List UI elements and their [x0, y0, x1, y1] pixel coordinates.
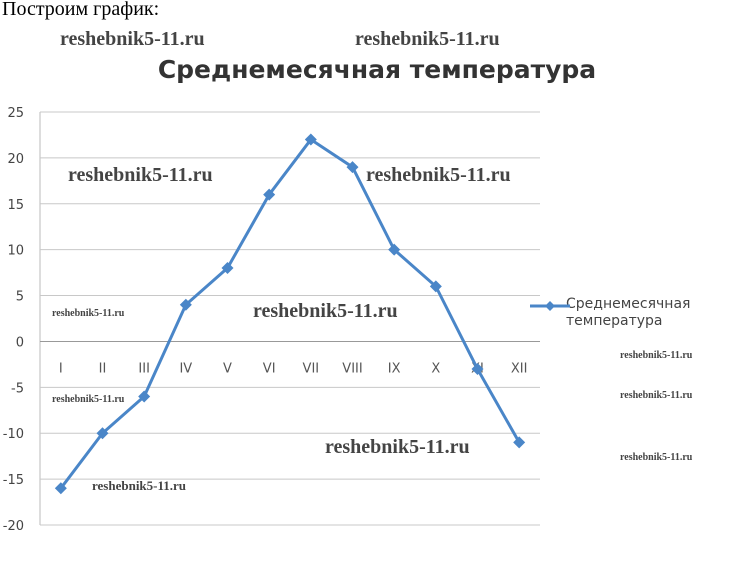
y-tick-label: -5 [11, 381, 24, 396]
data-point [96, 427, 109, 440]
series-line [59, 137, 521, 490]
x-tick-label: X [431, 361, 440, 376]
watermark: reshebnik5-11.ru [620, 452, 693, 463]
legend-label: Среднемесячная температура [566, 296, 691, 329]
data-point [263, 188, 276, 201]
x-tick-label: I [59, 361, 63, 376]
watermark: reshebnik5-11.ru [60, 28, 205, 50]
x-tick-label: III [138, 361, 150, 376]
x-tick-label: IX [388, 361, 401, 376]
watermark: reshebnik5-11.ru [52, 308, 125, 319]
data-point [513, 436, 526, 449]
x-tick-label: XII [511, 361, 528, 376]
legend: Среднемесячная температура [530, 296, 736, 330]
data-point [346, 161, 359, 174]
watermark: reshebnik5-11.ru [325, 436, 470, 458]
data-point [471, 362, 484, 375]
watermark: reshebnik5-11.ru [253, 300, 398, 322]
watermark: reshebnik5-11.ru [620, 390, 693, 401]
data-point [221, 262, 234, 275]
y-tick-label: 5 [16, 290, 24, 305]
x-tick-label: IV [179, 361, 192, 376]
watermark: reshebnik5-11.ru [92, 478, 187, 493]
watermark: reshebnik5-11.ru [68, 164, 213, 186]
y-tick-label: 15 [7, 198, 24, 213]
data-point [138, 390, 151, 403]
y-tick-label: 0 [16, 335, 24, 350]
watermark: reshebnik5-11.ru [52, 394, 125, 405]
data-point [429, 280, 442, 293]
y-tick-label: 20 [7, 152, 24, 167]
watermark: reshebnik5-11.ru [620, 350, 693, 361]
watermark: reshebnik5-11.ru [366, 164, 511, 186]
chart-title: Среднемесячная температура [157, 55, 597, 84]
x-tick-label: V [223, 361, 232, 376]
y-tick-label: -15 [3, 473, 24, 488]
y-tick-label: -20 [3, 519, 24, 534]
data-point [54, 482, 67, 495]
legend-marker-icon [530, 301, 570, 311]
data-point [388, 243, 401, 256]
data-point [304, 133, 317, 146]
watermark: reshebnik5-11.ru [355, 28, 500, 50]
x-tick-label: VII [303, 361, 320, 376]
x-tick-label: VIII [342, 361, 362, 376]
y-tick-label: 10 [7, 244, 24, 259]
y-tick-label: 25 [7, 106, 24, 121]
x-tick-label: II [99, 361, 107, 376]
heading: Построим график: [2, 0, 160, 20]
y-tick-label: -10 [3, 427, 24, 442]
x-tick-label: VI [263, 361, 276, 376]
data-point [179, 298, 192, 311]
